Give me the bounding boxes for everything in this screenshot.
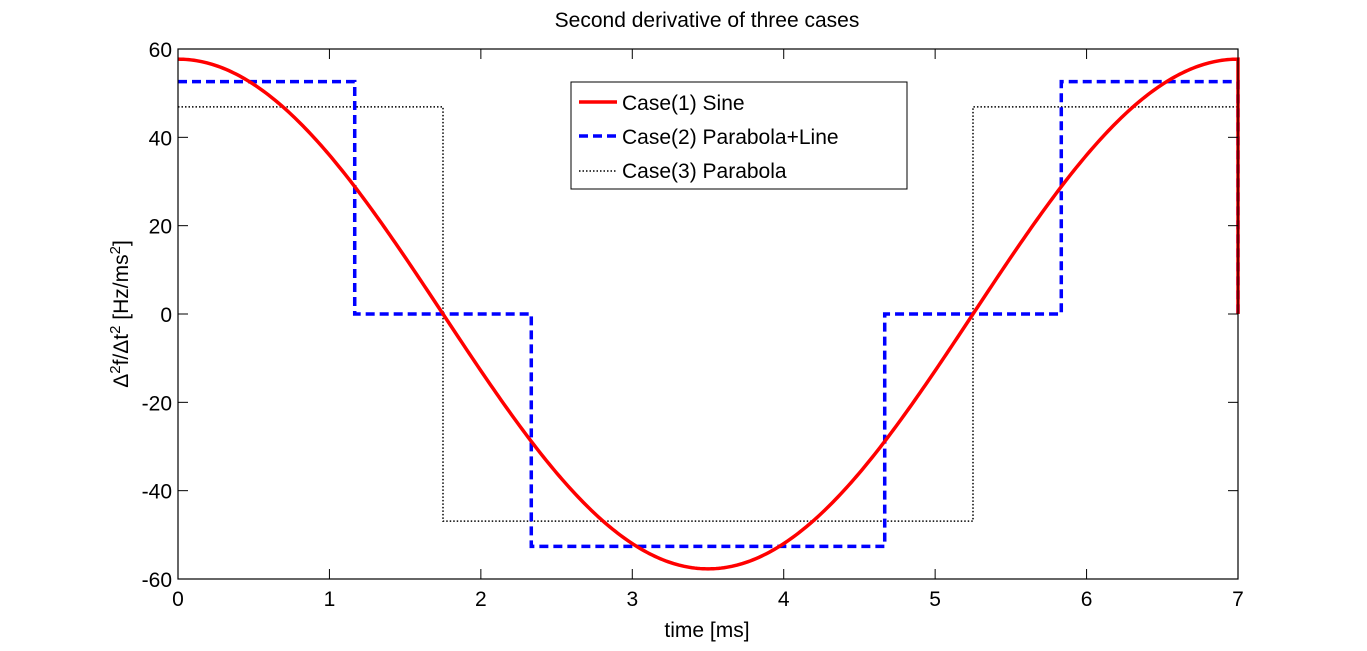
x-tick-label: 5 (929, 588, 941, 611)
x-tick-label: 2 (475, 588, 487, 611)
legend-box (570, 81, 908, 190)
ticks-layer (177, 48, 1239, 580)
y-tick-label: 0 (160, 304, 172, 327)
y-axis-label: Δ2f/Δt2 [Hz/ms2] (107, 240, 133, 388)
series-line-sine (177, 57, 1240, 571)
y-tick-label: 40 (149, 127, 172, 150)
series-layer (177, 57, 1240, 571)
legend-label-sine: Case(1) Sine (622, 92, 745, 115)
y-tick-label: -40 (142, 481, 172, 504)
x-tick-label: 3 (626, 588, 638, 611)
y-tick-label: 20 (149, 216, 172, 239)
x-axis-label: time [ms] (664, 619, 749, 642)
y-tick-label: -60 (142, 569, 172, 592)
x-tick-label: 0 (172, 588, 184, 611)
legend: Case(1) Sine Case(2) Parabola+Line Case(… (570, 81, 908, 190)
legend-label-parabola: Case(3) Parabola (622, 160, 787, 183)
x-tick-label: 6 (1081, 588, 1093, 611)
x-tick-label: 7 (1232, 588, 1244, 611)
x-tick-labels: 0 1 2 3 4 5 6 7 (172, 588, 1244, 611)
x-tick-label: 4 (778, 588, 790, 611)
y-tick-label: 60 (149, 39, 172, 62)
y-tick-labels: -60 -40 -20 0 20 40 60 (142, 39, 172, 592)
chart-title: Second derivative of three cases (555, 9, 860, 32)
x-tick-label: 1 (324, 588, 336, 611)
y-tick-label: -20 (142, 392, 172, 415)
legend-label-parabola-line: Case(2) Parabola+Line (622, 126, 839, 149)
